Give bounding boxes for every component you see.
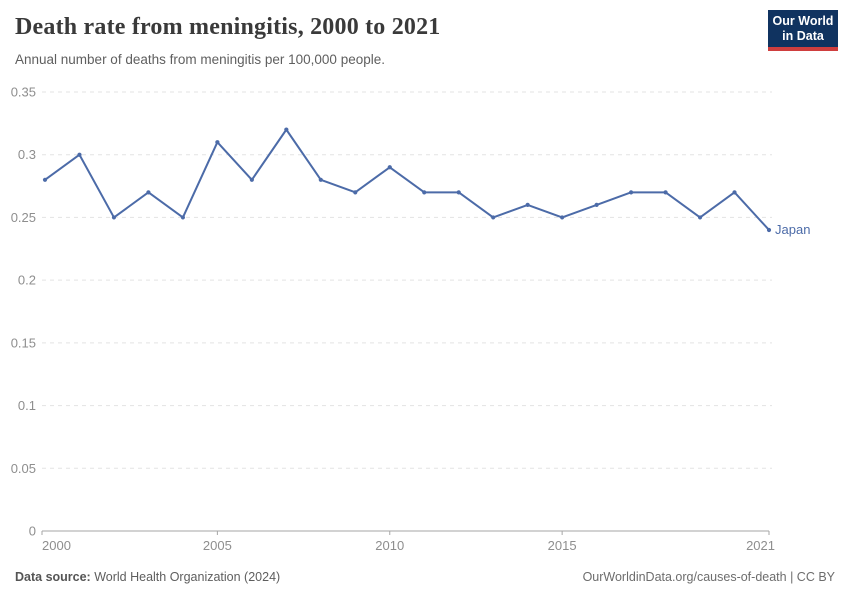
x-axis-tick-label: 2010 (375, 538, 404, 553)
data-point[interactable] (422, 190, 427, 195)
data-point[interactable] (628, 190, 634, 195)
x-axis-tick-label: 2021 (746, 538, 775, 553)
data-point[interactable] (663, 190, 668, 195)
data-point[interactable] (146, 190, 151, 195)
x-axis-tick-label: 2000 (42, 538, 71, 553)
y-axis-tick-label: 0.35 (11, 85, 36, 100)
y-axis-tick-label: 0.2 (18, 273, 36, 288)
series-line (44, 128, 770, 231)
data-point[interactable] (594, 202, 599, 207)
y-axis-tick-label: 0.15 (11, 335, 36, 350)
data-source-label: Data source: (15, 570, 91, 584)
y-axis-tick-label: 0.3 (18, 147, 36, 162)
data-point[interactable] (42, 177, 48, 182)
chart-subtitle: Annual number of deaths from meningitis … (15, 52, 385, 67)
data-point[interactable] (525, 202, 530, 207)
data-point[interactable] (353, 190, 358, 195)
series-end-label: Japan (775, 222, 810, 237)
data-source-value: World Health Organization (2024) (90, 570, 281, 584)
data-point[interactable] (180, 215, 186, 220)
data-point[interactable] (215, 140, 220, 145)
line-chart: 0 0.05 0.1 0.15 0.2 0.25 0.3 0.35 2000 2005 2010 20… (11, 85, 811, 554)
y-axis-tick-label: 0 (29, 524, 36, 539)
owid-logo[interactable]: Our World in Data (768, 10, 838, 51)
page-title: Death rate from meningitis, 2000 to 2021 (15, 14, 441, 40)
data-point[interactable] (249, 177, 254, 182)
data-point[interactable] (456, 190, 461, 195)
attribution-link[interactable]: OurWorldinData.org/causes-of-death | CC … (582, 570, 835, 584)
x-axis-tick-label: 2015 (548, 538, 577, 553)
chart-footer: Data source: World Health Organization (… (15, 569, 835, 585)
y-axis-tick-label: 0.25 (11, 210, 36, 225)
data-point[interactable] (697, 215, 703, 220)
data-point[interactable] (766, 227, 772, 233)
y-axis-tick-label: 0.05 (11, 461, 36, 476)
owid-logo-line2: in Data (782, 28, 824, 43)
data-point[interactable] (732, 190, 737, 195)
data-point[interactable] (284, 127, 289, 132)
y-axis-tick-label: 0.1 (18, 398, 36, 413)
x-axis-tick-label: 2005 (203, 538, 232, 553)
data-point[interactable] (77, 152, 82, 157)
owid-logo-line1: Our World (772, 13, 834, 28)
data-point[interactable] (387, 165, 392, 170)
data-point[interactable] (560, 215, 565, 220)
data-point[interactable] (318, 177, 323, 182)
data-source: Data source: World Health Organization (… (15, 569, 280, 585)
data-point[interactable] (491, 215, 496, 220)
data-point[interactable] (111, 215, 117, 220)
